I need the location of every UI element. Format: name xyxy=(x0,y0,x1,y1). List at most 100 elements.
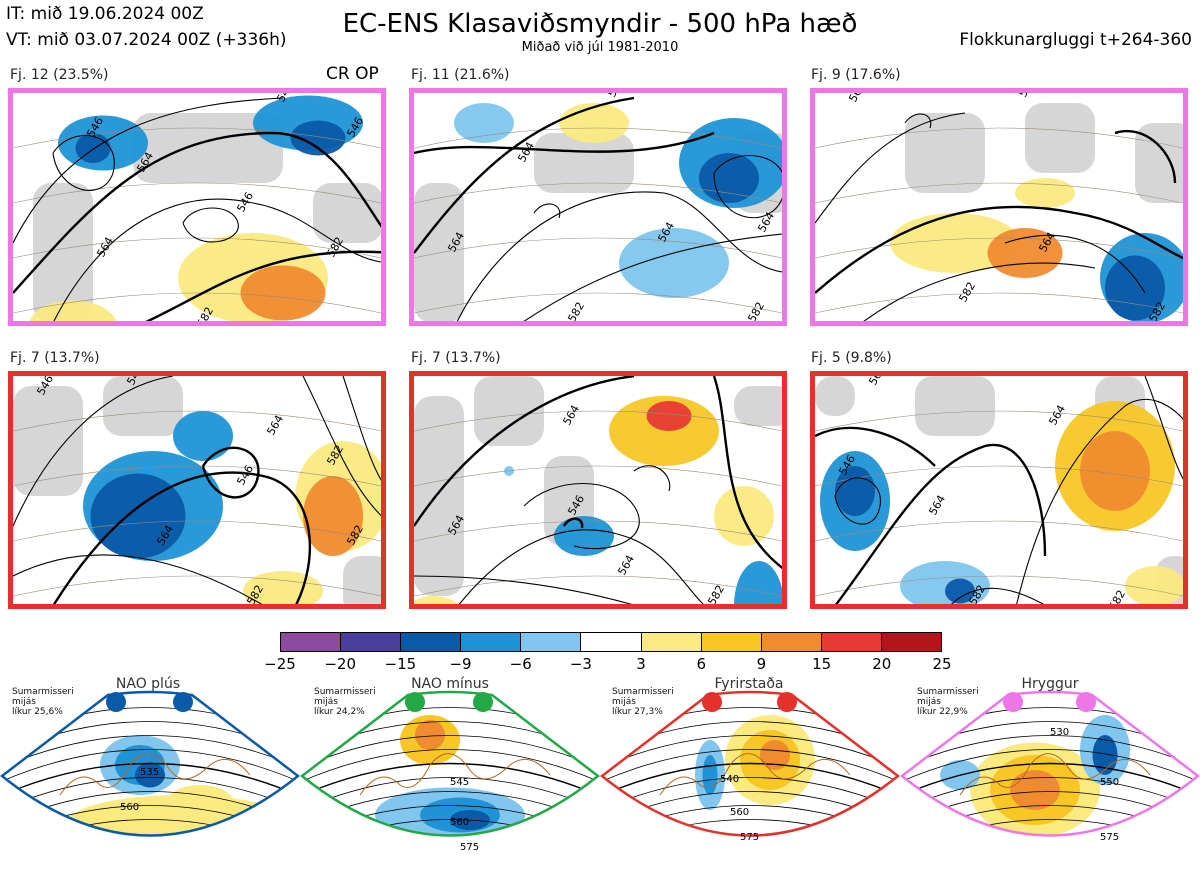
colorbar-segment xyxy=(701,633,762,651)
regime-map-blocking: 540 560 575 xyxy=(599,675,901,871)
regime-contour xyxy=(602,819,898,836)
cluster-map-graphic: 564564582546582 xyxy=(815,93,1183,321)
regime-map-nao-minus: 545 560 575 xyxy=(299,675,601,871)
regime-4-marker-left xyxy=(1003,692,1023,712)
regime-frame xyxy=(0,690,301,837)
land-mass xyxy=(734,386,782,426)
contour-label: 564 xyxy=(615,553,637,578)
regime-anomaly xyxy=(415,720,445,750)
height-contour xyxy=(53,198,381,321)
regime-contour xyxy=(2,819,298,836)
graticule-line xyxy=(815,127,1183,149)
graticule-line xyxy=(815,182,1183,204)
anomaly-shading xyxy=(1125,566,1183,604)
anomaly-shading xyxy=(243,571,323,604)
height-contour xyxy=(834,477,881,525)
land-mass xyxy=(1025,103,1095,173)
height-contour xyxy=(815,426,936,467)
anomaly-shading xyxy=(945,578,975,604)
anomaly-shading xyxy=(609,396,719,466)
colorbar-tick-label: 3 xyxy=(636,655,646,673)
contour-label: 546 xyxy=(1016,93,1038,100)
regime-2-season: Sumarmisseri xyxy=(314,687,376,697)
land-mass xyxy=(414,396,464,596)
land-mass xyxy=(534,133,634,193)
regime-contour xyxy=(902,735,1198,769)
regime-contour xyxy=(902,762,1198,797)
anomaly-shading xyxy=(554,516,614,556)
land-mass xyxy=(474,376,544,446)
regime-anomaly xyxy=(1010,854,1040,866)
height-contour xyxy=(713,155,782,219)
cluster-map-1: 564546582546564546582546 xyxy=(8,88,386,326)
regime-1-marker-right xyxy=(173,692,193,712)
height-contour xyxy=(951,587,1045,604)
contour-label: 582 xyxy=(956,280,978,305)
regime-4-name: Hryggur xyxy=(1021,676,1079,692)
cluster-map-graphic: 564546564582564582 xyxy=(815,376,1183,604)
height-contour xyxy=(342,376,381,481)
graticule-line xyxy=(815,520,1183,542)
regime-contour xyxy=(2,777,298,811)
graticule-line xyxy=(414,465,782,487)
colorbar-segment xyxy=(881,633,942,651)
regime-3-domain: mijás xyxy=(612,697,636,707)
regime-contour-label: 560 xyxy=(120,802,139,813)
height-contour xyxy=(533,203,561,219)
colorbar-segment xyxy=(821,633,882,651)
anomaly-shading xyxy=(90,473,186,559)
regime-graphic: 530 550 575 xyxy=(899,690,1200,866)
height-contour xyxy=(815,112,966,224)
land-mass xyxy=(905,113,985,193)
anomaly-shading xyxy=(303,476,363,556)
graticule-line xyxy=(815,465,1183,487)
regime-contour xyxy=(602,735,898,769)
colorbar-segment xyxy=(581,633,642,651)
regime-contour-label: 575 xyxy=(740,832,759,843)
anomaly-shading xyxy=(290,120,346,156)
height-contour xyxy=(182,207,239,243)
land-mass xyxy=(915,376,995,436)
colorbar-tick-label: 25 xyxy=(932,655,952,673)
panel-6-label: Fj. 5 (9.8%) xyxy=(811,350,892,366)
regime-map-ridge: 530 550 575 xyxy=(899,675,1200,871)
graticule-line xyxy=(815,292,1183,314)
regime-contour xyxy=(902,749,1198,783)
contour-label: 546 xyxy=(274,93,296,105)
regime-contour xyxy=(2,735,298,769)
colorbar-tick-label: −20 xyxy=(324,655,356,673)
regime-4-info: Sumarmisseri mijás líkur 22,9% xyxy=(917,687,979,717)
height-contour xyxy=(13,376,174,527)
colorbar-segment xyxy=(401,633,462,651)
panel-2-label: Fj. 11 (21.6%) xyxy=(411,67,510,83)
height-contour xyxy=(815,205,1183,294)
regime-1-season: Sumarmisseri xyxy=(12,687,74,697)
land-mass xyxy=(343,556,381,604)
colorbar-tick-label: 9 xyxy=(756,655,767,673)
graticule-line xyxy=(13,520,381,542)
height-contour xyxy=(13,554,263,604)
colorbar-tick-label: −15 xyxy=(384,655,417,673)
height-contour xyxy=(52,471,312,604)
crop-label: CR OP xyxy=(326,64,379,84)
regime-1-info: Sumarmisseri mijás líkur 25,6% xyxy=(12,687,74,717)
colorbar-tick-label: −9 xyxy=(449,655,472,673)
height-contour xyxy=(834,443,1047,604)
contour-label: 546 xyxy=(124,376,146,388)
colorbar-tick-label: 15 xyxy=(812,655,832,673)
anomaly-shading xyxy=(699,153,759,203)
land-mass xyxy=(414,183,464,321)
contour-label: 564 xyxy=(94,235,116,260)
contour-label: 564 xyxy=(755,210,777,235)
contour-label: 564 xyxy=(1046,403,1068,428)
height-contour xyxy=(523,233,782,321)
regime-contour-label: 560 xyxy=(730,807,749,818)
graticule-line xyxy=(414,292,782,314)
height-contour xyxy=(13,131,381,294)
cluster-map-5: 564 546 564 582 564 xyxy=(409,371,787,609)
regime-4-season: Sumarmisseri xyxy=(917,687,979,697)
colorbar-tick-label: 20 xyxy=(872,655,892,673)
